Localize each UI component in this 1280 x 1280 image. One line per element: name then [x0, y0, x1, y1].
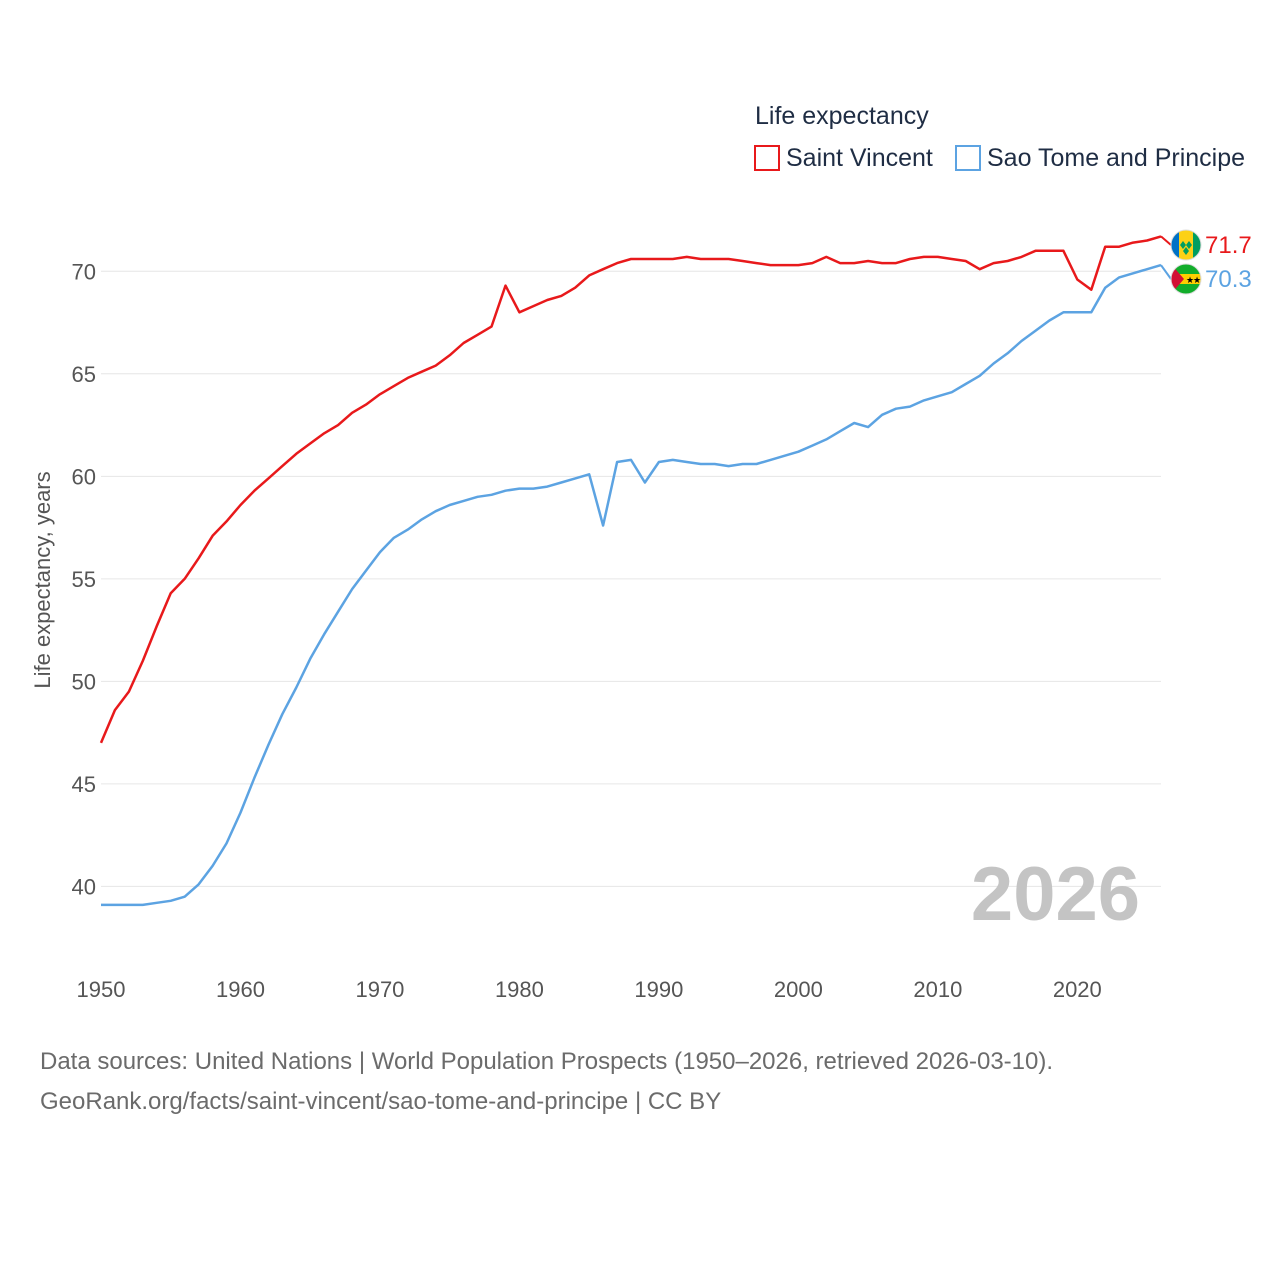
gridlines — [101, 270, 1161, 887]
y-tick-label: 65 — [72, 362, 96, 387]
end-value-sao-tome: 70.3 — [1205, 266, 1252, 293]
svg-text:★: ★ — [1186, 275, 1194, 285]
end-marker-saint-vincent: 71.7 — [1160, 229, 1252, 261]
series-lines — [99, 235, 1162, 907]
source-line-2[interactable]: GeoRank.org/facts/saint-vincent/sao-tome… — [40, 1088, 722, 1115]
x-tick-label: 1990 — [634, 977, 683, 1002]
y-tick-label: 50 — [72, 669, 96, 694]
legend-label-saint-vincent: Saint Vincent — [786, 144, 933, 172]
sao-tome-flag-icon: ★ ★ — [1170, 263, 1202, 295]
y-tick-label: 45 — [72, 772, 96, 797]
leader-line-saint-vincent — [1160, 235, 1172, 246]
y-tick-label: 70 — [72, 259, 96, 284]
legend-title: Life expectancy — [755, 102, 929, 130]
series-line-sao-tome[interactable] — [101, 263, 1162, 907]
legend-label-sao-tome: Sao Tome and Principe — [987, 144, 1245, 172]
x-tick-label: 1950 — [77, 977, 126, 1002]
svg-text:★: ★ — [1193, 275, 1201, 285]
y-tick-label: 60 — [72, 464, 96, 489]
saint-vincent-flag-icon — [1170, 229, 1202, 261]
end-marker-sao-tome: ★ ★ 70.3 — [1160, 263, 1252, 295]
x-tick-label: 2010 — [913, 977, 962, 1002]
y-axis-title: Life expectancy, years — [30, 471, 55, 688]
year-watermark: 2026 — [971, 852, 1140, 937]
legend-item-sao-tome[interactable]: Sao Tome and Principe — [955, 144, 1245, 172]
legend: Life expectancy Saint Vincent Sao Tome a… — [754, 102, 1245, 172]
source-note: Data sources: United Nations | World Pop… — [40, 1042, 1240, 1122]
leader-line-sao-tome — [1160, 264, 1172, 280]
legend-swatch-saint-vincent — [754, 145, 780, 171]
series-line-saint-vincent[interactable] — [99, 235, 1162, 744]
y-axis-ticks: 40 45 50 55 60 65 70 — [72, 259, 96, 899]
x-tick-label: 1970 — [355, 977, 404, 1002]
x-tick-label: 2000 — [774, 977, 823, 1002]
source-line-1: Data sources: United Nations | World Pop… — [40, 1048, 1054, 1075]
life-expectancy-chart: Life expectancy Saint Vincent Sao Tome a… — [30, 102, 1252, 1002]
legend-swatch-sao-tome — [955, 145, 981, 171]
legend-item-saint-vincent[interactable]: Saint Vincent — [754, 144, 933, 172]
end-value-saint-vincent: 71.7 — [1205, 232, 1252, 259]
x-tick-label: 1980 — [495, 977, 544, 1002]
y-tick-label: 40 — [72, 874, 96, 899]
y-tick-label: 55 — [72, 567, 96, 592]
x-tick-label: 1960 — [216, 977, 265, 1002]
x-axis-ticks: 1950 1960 1970 1980 1990 2000 2010 2020 — [77, 977, 1102, 1002]
x-tick-label: 2020 — [1053, 977, 1102, 1002]
